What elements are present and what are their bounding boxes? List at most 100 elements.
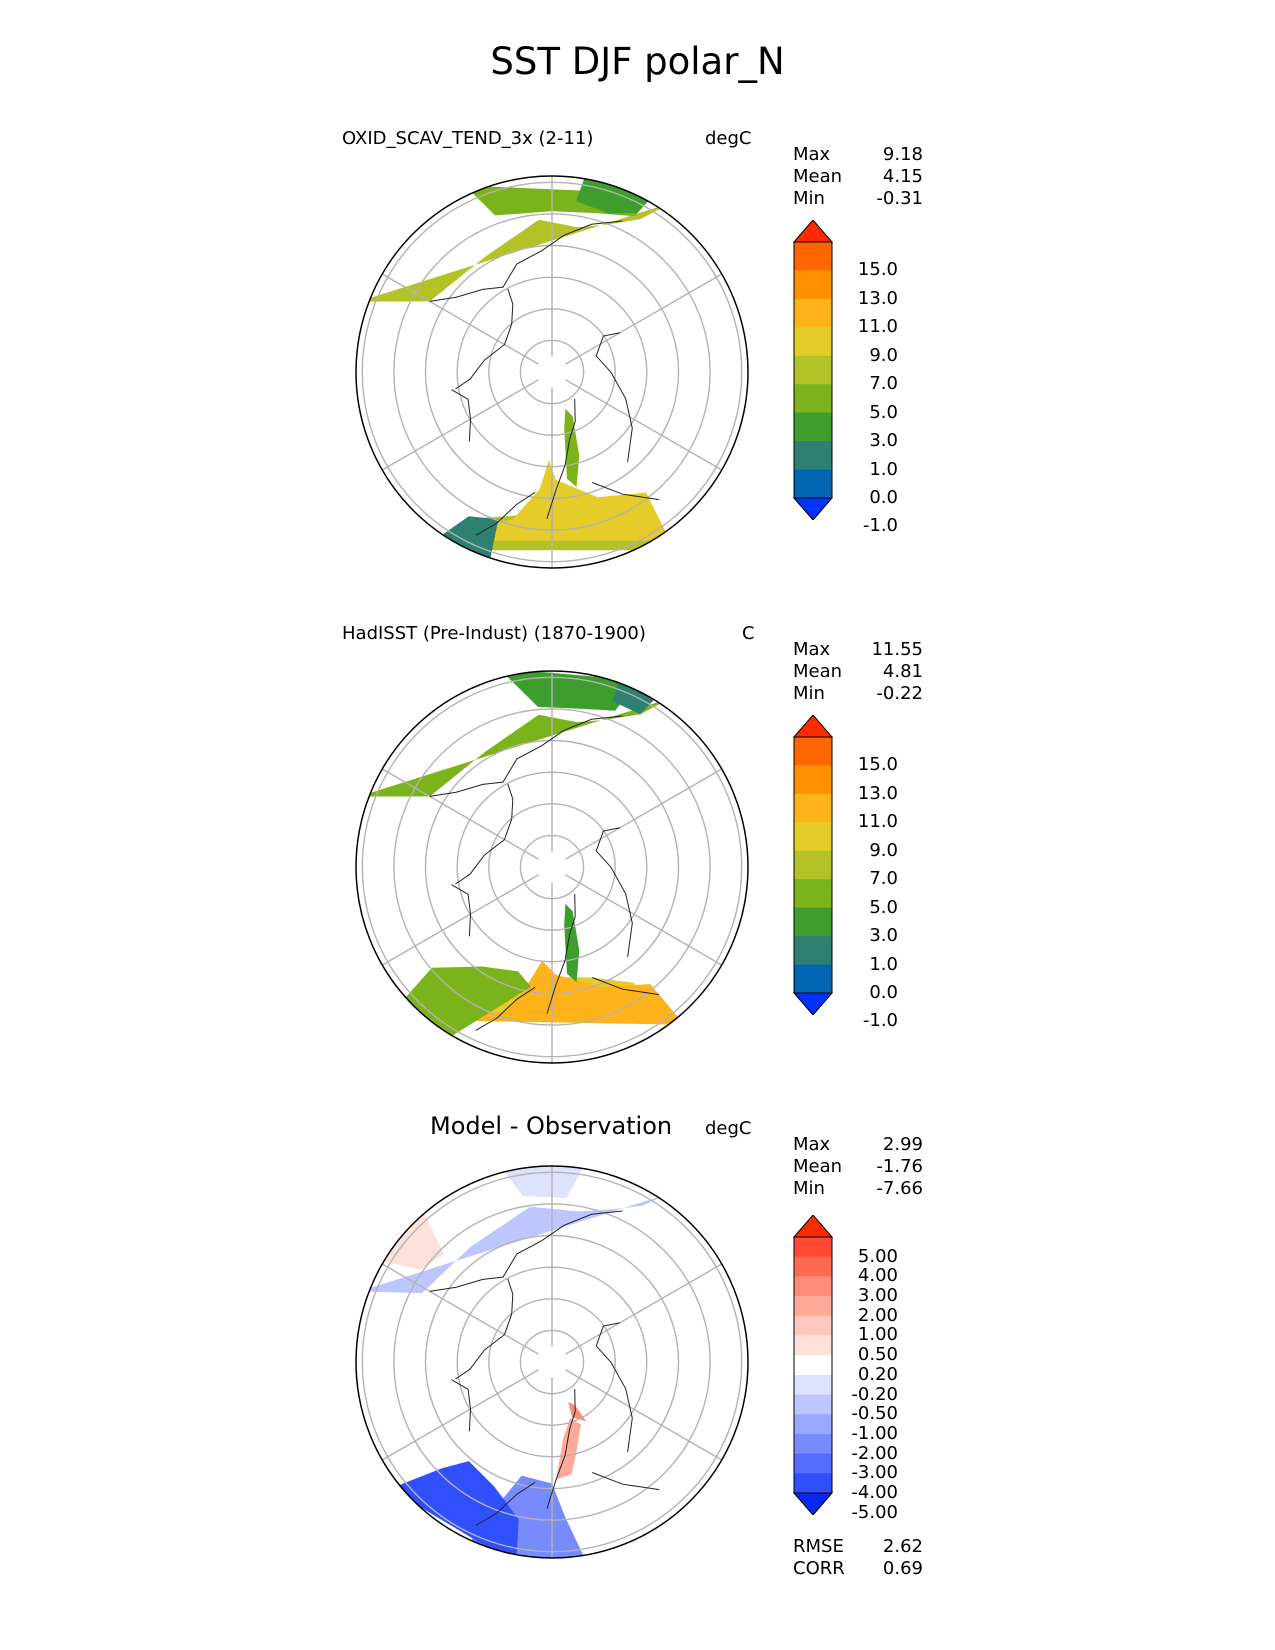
meridian-line xyxy=(565,273,723,365)
coastline xyxy=(429,1210,623,1292)
colorbar-extend-top xyxy=(792,220,834,243)
colorbar-tick-label: 11.0 xyxy=(857,316,898,338)
colorbar-band xyxy=(794,270,832,300)
colorbar-tick-label: 9.0 xyxy=(869,344,898,366)
colorbar-outline xyxy=(793,736,833,994)
coastline xyxy=(451,1379,472,1432)
colorbar xyxy=(792,715,834,1015)
coastline xyxy=(429,220,623,302)
panel-title: Model - Observation xyxy=(430,1112,673,1140)
colorbar-band xyxy=(794,1355,832,1376)
coastline xyxy=(592,1472,660,1491)
colorbar-tick-label: 7.0 xyxy=(869,868,898,890)
stat-mean: Mean -1.76 xyxy=(793,1156,923,1177)
colorbar-tick-label: 0.20 xyxy=(857,1363,898,1385)
colorbar-tick-label: 3.0 xyxy=(869,430,898,452)
stat-max: Max 9.18 xyxy=(793,144,923,165)
colorbar-tick-label: 5.0 xyxy=(869,401,898,423)
colorbar-band xyxy=(794,765,832,795)
colorbar-tick-label: 1.0 xyxy=(869,458,898,480)
colorbar-tick-label: -5.00 xyxy=(851,1501,898,1523)
map-boundary xyxy=(355,670,749,1064)
coastline xyxy=(451,884,472,937)
colorbar-extend-top xyxy=(792,1215,834,1238)
sst-region xyxy=(434,516,499,568)
colorbar-outline xyxy=(793,1236,833,1494)
ocean-field xyxy=(358,671,743,1063)
colorbar-tick-label: 2.00 xyxy=(857,1304,898,1326)
colorbar-tick-label: 1.00 xyxy=(857,1324,898,1346)
meridian-line xyxy=(381,1369,539,1461)
error-stats: RMSE 2.62 CORR 0.69 xyxy=(793,1536,923,1580)
meridian-line xyxy=(381,768,539,860)
colorbar-band xyxy=(794,1453,832,1474)
colorbar-band xyxy=(794,412,832,442)
colorbar-tick-label: 15.0 xyxy=(857,259,898,281)
colorbar-tick-label: 13.0 xyxy=(857,782,898,804)
meridian-line xyxy=(565,874,723,966)
colorbar-labels: 15.0 13.0 11.0 9.0 7.0 5.0 3.0 1.0 0.0 -1.0 xyxy=(838,715,898,1030)
coastline xyxy=(455,783,514,885)
map-boundary xyxy=(355,1165,749,1559)
colorbar-band xyxy=(794,907,832,937)
stat-min: Min -0.22 xyxy=(793,683,923,704)
colorbar-band xyxy=(794,850,832,880)
colorbar-labels: 15.0 13.0 11.0 9.0 7.0 5.0 3.0 1.0 0.0 -1.0 xyxy=(838,220,898,535)
stat-max: Max 2.99 xyxy=(793,1134,923,1155)
colorbar-tick-label: 0.0 xyxy=(869,487,898,508)
coastline xyxy=(592,977,660,996)
coastline xyxy=(475,986,536,1031)
stat-corr: CORR 0.69 xyxy=(793,1558,923,1579)
stats-block: Max 2.99 Mean -1.76 Min -7.66 xyxy=(793,1134,923,1200)
polar-map xyxy=(355,670,749,1064)
coastline xyxy=(546,1388,576,1510)
colorbar-band xyxy=(794,441,832,471)
colorbar-extend-bottom xyxy=(792,992,834,1015)
colorbar-band xyxy=(794,1276,832,1297)
panel-title: OXID_SCAV_TEND_3x (2-11) xyxy=(342,128,594,149)
colorbar-band xyxy=(794,1335,832,1356)
sst-region xyxy=(498,1166,588,1198)
coastlines xyxy=(429,220,660,536)
stats-block: Max 11.55 Mean 4.81 Min -0.22 xyxy=(793,639,923,705)
sst-region xyxy=(564,903,580,982)
colorbar-band xyxy=(794,1237,832,1258)
colorbar-extend-bottom xyxy=(792,1492,834,1515)
colorbar-tick-label: -3.00 xyxy=(851,1462,898,1484)
colorbar xyxy=(792,1215,834,1515)
panel-model: OXID_SCAV_TEND_3x (2-11) degC Max 9.18 Me… xyxy=(0,120,1275,590)
colorbar-band xyxy=(794,1433,832,1455)
panel-title: HadISST (Pre-Indust) (1870-1900) xyxy=(342,623,646,644)
stat-mean: Mean 4.15 xyxy=(793,166,923,187)
colorbar-band xyxy=(794,384,832,414)
stat-min: Min -7.66 xyxy=(793,1178,923,1199)
graticule xyxy=(361,1166,743,1558)
sst-region xyxy=(564,408,580,487)
coastlines xyxy=(429,715,660,1031)
meridian-line xyxy=(381,1263,539,1355)
colorbar-tick-label: 5.0 xyxy=(869,896,898,918)
colorbar-tick-label: 5.00 xyxy=(857,1245,898,1267)
meridian-line xyxy=(381,874,539,966)
colorbar-band xyxy=(794,1296,832,1317)
sst-region xyxy=(612,673,662,715)
colorbar-band xyxy=(794,1414,832,1435)
colorbar-band xyxy=(794,793,832,823)
coastline xyxy=(595,1322,633,1453)
meridian-line xyxy=(565,768,723,860)
colorbar-band xyxy=(794,1394,832,1415)
coastlines xyxy=(429,1210,660,1526)
coastline xyxy=(475,491,536,536)
sst-region xyxy=(414,960,685,1025)
coastline xyxy=(595,827,633,958)
colorbar-tick-label: 15.0 xyxy=(857,754,898,776)
coastline xyxy=(429,715,623,797)
stats-block: Max 9.18 Mean 4.15 Min -0.31 xyxy=(793,144,923,210)
meridian-line xyxy=(565,1263,723,1355)
colorbar-tick-label: -4.00 xyxy=(851,1482,898,1503)
stat-mean: Mean 4.81 xyxy=(793,661,923,682)
panel-units: C xyxy=(742,623,755,644)
sst-region xyxy=(358,698,670,797)
sst-region xyxy=(568,1402,587,1422)
sst-region xyxy=(358,1193,670,1293)
